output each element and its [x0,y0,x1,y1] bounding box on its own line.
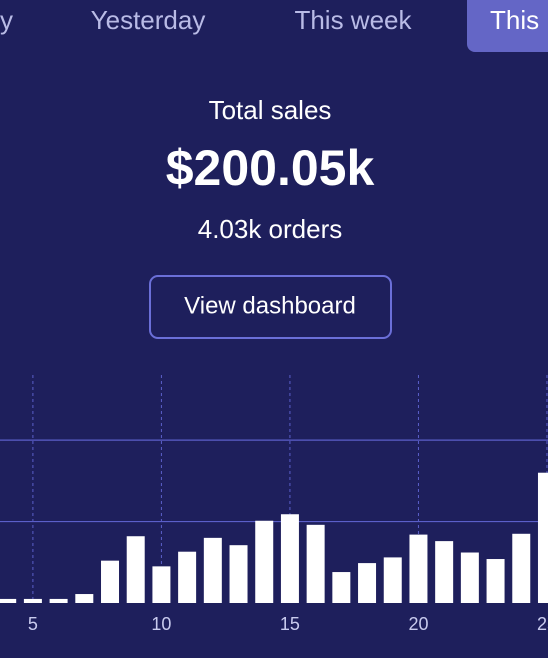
x-tick-label: 5 [28,614,38,634]
x-tick-label: 15 [280,614,300,634]
bar [203,537,222,603]
bar [537,472,548,603]
bar [280,514,299,603]
x-tick-label: 25 [537,614,548,634]
dashboard-button[interactable] [149,275,392,339]
bar [409,534,428,603]
bar [178,551,197,603]
bar [460,552,479,603]
tab-active[interactable]: This [490,5,539,35]
bar [358,563,377,603]
bar [23,598,42,603]
bar [49,598,68,603]
button-label[interactable]: View dashboard [184,292,356,319]
bar [101,560,120,603]
summary-orders: 4.03k orders [198,214,343,244]
bar [306,524,325,603]
summary-label: Total sales [209,95,332,125]
bar [75,594,94,603]
bar [229,545,248,603]
x-tick-label: 10 [151,614,171,634]
active-tab-bg [467,0,548,52]
tab[interactable]: Yesterday [91,5,206,35]
bar [126,536,145,603]
bar [255,520,274,603]
tab[interactable]: y [0,5,13,35]
bar [435,541,454,603]
bar [0,598,17,603]
tab[interactable]: This week [294,5,412,35]
summary-value: $200.05k [166,140,375,196]
bar [512,533,531,603]
x-tick-label: 20 [408,614,428,634]
bar [332,572,351,603]
bar [152,566,171,603]
bar [383,557,402,603]
bar [486,559,505,603]
